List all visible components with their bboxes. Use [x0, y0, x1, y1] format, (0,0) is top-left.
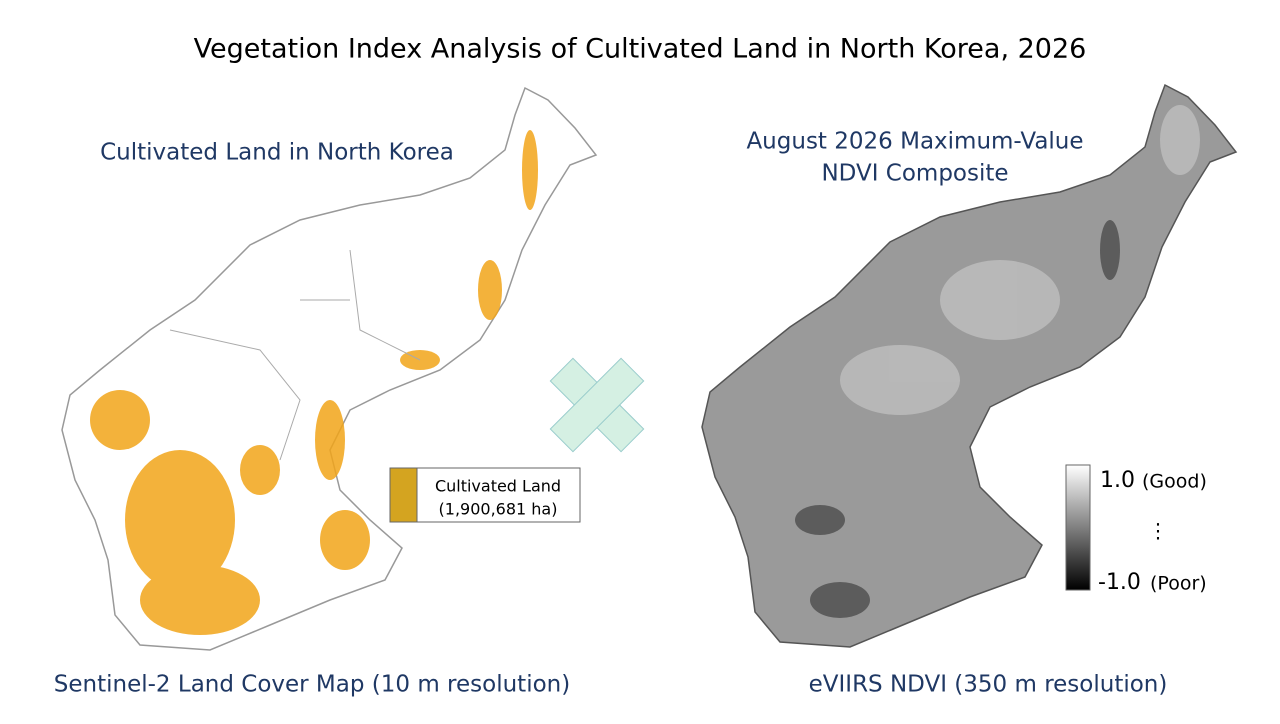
colorbar-bottom-value: -1.0 [1098, 570, 1141, 595]
cross-icon [549, 357, 645, 453]
right-map-caption: eVIIRS NDVI (350 m resolution) [809, 672, 1168, 698]
right-map-title: August 2026 Maximum-Value [746, 129, 1083, 155]
legend-area: (1,900,681 ha) [439, 500, 558, 519]
right-map-title: NDVI Composite [821, 161, 1008, 187]
colorbar: 1.0 (Good) ⋮ -1.0 (Poor) [1065, 464, 1207, 595]
colorbar-top-note: (Good) [1142, 471, 1207, 493]
colorbar-middle: ⋮ [1148, 519, 1168, 543]
left-map-title: Cultivated Land in North Korea [100, 140, 454, 166]
left-map-caption: Sentinel-2 Land Cover Map (10 m resoluti… [54, 672, 570, 698]
legend: Cultivated Land (1,900,681 ha) [389, 467, 581, 523]
ndvi-map [701, 84, 1237, 648]
slide-title: Vegetation Index Analysis of Cultivated … [194, 34, 1087, 65]
colorbar-top-value: 1.0 [1100, 468, 1135, 493]
colorbar-bottom-note: (Poor) [1150, 573, 1207, 595]
cultivated-land-map [61, 87, 597, 651]
legend-label: Cultivated Land [435, 477, 561, 496]
